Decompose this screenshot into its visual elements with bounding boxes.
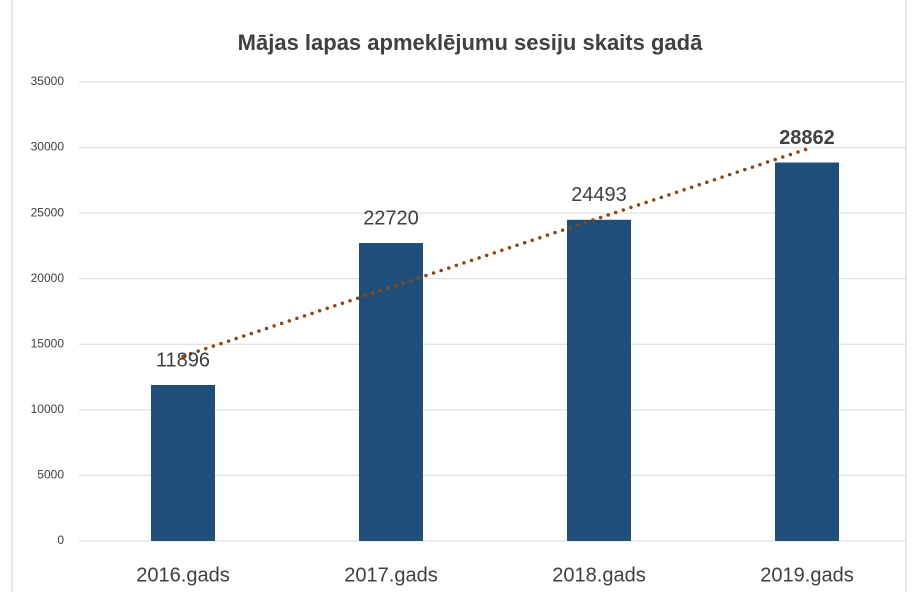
- data-label: 28862: [779, 127, 835, 149]
- x-tick-label: 2018.gads: [552, 564, 645, 586]
- y-tick-label: 30000: [31, 140, 65, 154]
- bar: [775, 162, 839, 541]
- chart-title: Mājas lapas apmeklējumu sesiju skaits ga…: [238, 30, 703, 55]
- bar: [359, 243, 423, 541]
- bar: [151, 384, 215, 541]
- y-tick-label: 25000: [31, 205, 65, 219]
- y-tick-label: 5000: [37, 468, 64, 482]
- x-tick-label: 2016.gads: [136, 564, 229, 586]
- y-tick-label: 10000: [31, 402, 65, 416]
- y-tick-label: 0: [57, 533, 64, 547]
- y-tick-label: 35000: [31, 74, 65, 88]
- y-tick-label: 15000: [31, 336, 65, 350]
- y-tick-label: 20000: [31, 271, 65, 285]
- data-label: 22720: [363, 207, 419, 229]
- data-label: 24493: [571, 184, 627, 206]
- x-tick-label: 2017.gads: [344, 564, 437, 586]
- x-tick-label: 2019.gads: [760, 564, 853, 586]
- trendline: [181, 147, 809, 358]
- bar: [567, 219, 631, 541]
- data-label: 11896: [156, 349, 210, 371]
